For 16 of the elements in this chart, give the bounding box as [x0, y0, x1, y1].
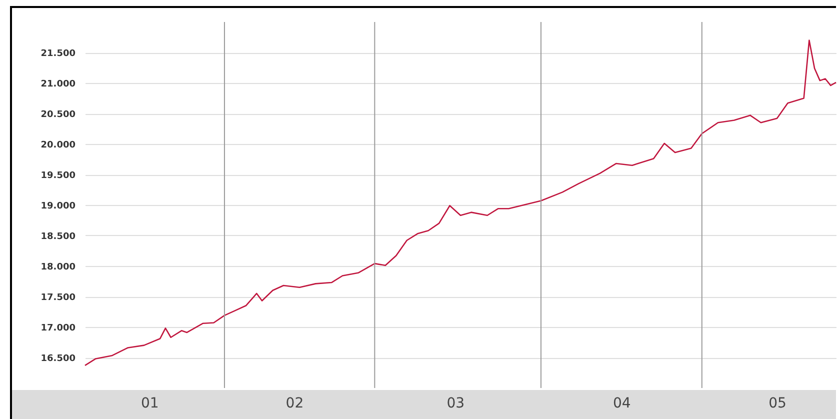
y-tick-label: 21.000: [40, 80, 76, 90]
y-tick-label: 19.000: [40, 202, 76, 212]
y-tick-label: 20.500: [40, 110, 76, 120]
y-tick-label: 19.500: [40, 171, 76, 181]
x-tick-label: 02: [286, 396, 304, 412]
y-tick-label: 17.000: [40, 324, 76, 334]
x-tick-label: 04: [613, 396, 631, 412]
y-tick-label: 18.500: [40, 232, 76, 242]
x-tick-label: 03: [446, 396, 465, 412]
y-tick-label: 21.500: [40, 49, 76, 59]
y-tick-label: 17.500: [40, 293, 76, 303]
x-tick-label: 05: [768, 396, 786, 412]
y-tick-label: 18.000: [40, 262, 76, 272]
y-tick-label: 20.000: [40, 140, 76, 150]
y-tick-label: 16.500: [40, 354, 76, 364]
x-tick-label: 01: [140, 396, 159, 412]
